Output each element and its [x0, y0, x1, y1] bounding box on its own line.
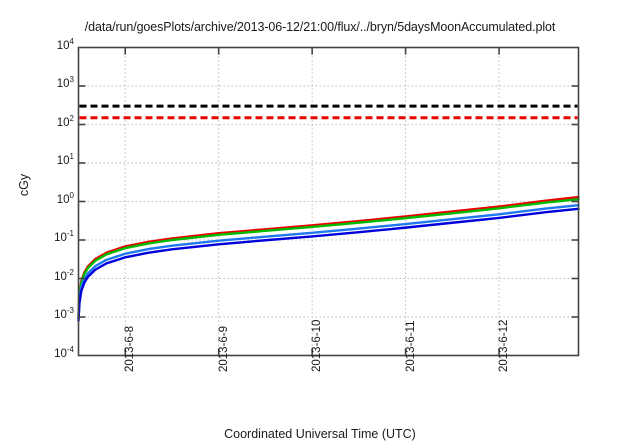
y-tick-label: 10-3: [54, 306, 74, 321]
x-tick-label: 2013-6-12: [498, 319, 511, 372]
axis-ticks: [78, 47, 579, 356]
y-tick-label: 10-2: [54, 267, 74, 283]
data-series: [77, 195, 580, 322]
y-tick-label: 104: [56, 36, 74, 52]
y-tick-label: 100: [56, 190, 74, 206]
plot-frame: [77, 46, 580, 357]
blue-curve: [77, 207, 580, 322]
x-tick-label: 2013-6-10: [311, 319, 324, 372]
y-tick-label: 10-4: [54, 344, 74, 360]
threshold-lines: [79, 104, 578, 120]
y-tick-label: 102: [56, 113, 74, 129]
x-tick-label: 2013-6-9: [217, 325, 230, 372]
x-tick-label: 2013-6-11: [404, 319, 417, 372]
green-curve: [77, 197, 580, 319]
vertical-gridlines: [124, 48, 500, 355]
x-tick-label: 2013-6-8: [124, 325, 137, 372]
y-tick-label: 101: [56, 152, 74, 167]
y-axis-label: cGy: [17, 173, 31, 197]
y-tick-label: 10-1: [54, 229, 74, 244]
horizontal-gridlines: [79, 85, 578, 318]
x-axis-label: Coordinated Universal Time (UTC): [224, 427, 416, 441]
y-axis-tick-labels: 104 103 102 101 100 10-1 10-2 10-3 10-4: [34, 0, 74, 448]
cyan-curve: [77, 204, 580, 320]
plot-title: /data/run/goesPlots/archive/2013-06-12/2…: [84, 20, 556, 34]
y-tick-label: 103: [56, 75, 74, 90]
